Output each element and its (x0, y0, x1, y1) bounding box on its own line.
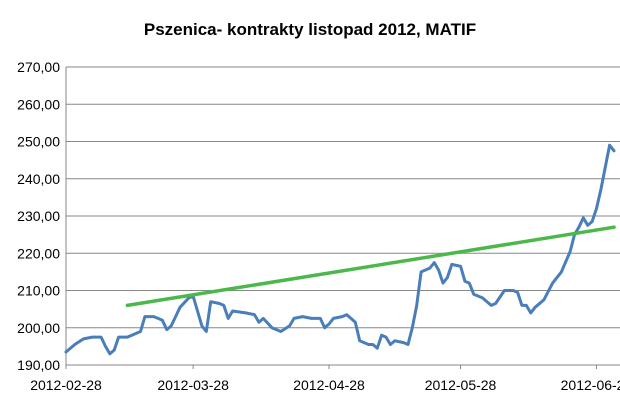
y-axis-tick-labels: 190,00 200,00 210,00 220,00 230,00 240,00 250,… (17, 59, 60, 373)
y-tick-label: 220,00 (17, 245, 60, 261)
y-tick-label: 200,00 (17, 320, 60, 336)
y-tick-label: 210,00 (17, 283, 60, 299)
x-tick-label: 2012-04-28 (293, 377, 365, 393)
x-axis-tick-labels: 2012-02-28 2012-03-28 2012-04-28 2012-05-28… (30, 377, 620, 393)
y-tick-label: 240,00 (17, 171, 60, 187)
gridlines (66, 66, 620, 329)
price-series-line (64, 143, 616, 356)
chart-title: Pszenica- kontrakty listopad 2012, MATIF (144, 20, 476, 39)
y-tick-label: 190,00 (17, 357, 60, 373)
trend-line (125, 225, 616, 308)
x-tick-label: 2012-02-28 (30, 377, 102, 393)
y-tick-label: 270,00 (17, 59, 60, 75)
x-tick-label: 2012-03-28 (157, 377, 229, 393)
y-tick-label: 250,00 (17, 134, 60, 150)
x-tick-label: 2012-06-28 (561, 377, 620, 393)
y-tick-label: 260,00 (17, 96, 60, 112)
axes (65, 67, 620, 369)
x-tick-label: 2012-05-28 (425, 377, 497, 393)
data-series (64, 143, 616, 356)
y-tick-label: 230,00 (17, 208, 60, 224)
